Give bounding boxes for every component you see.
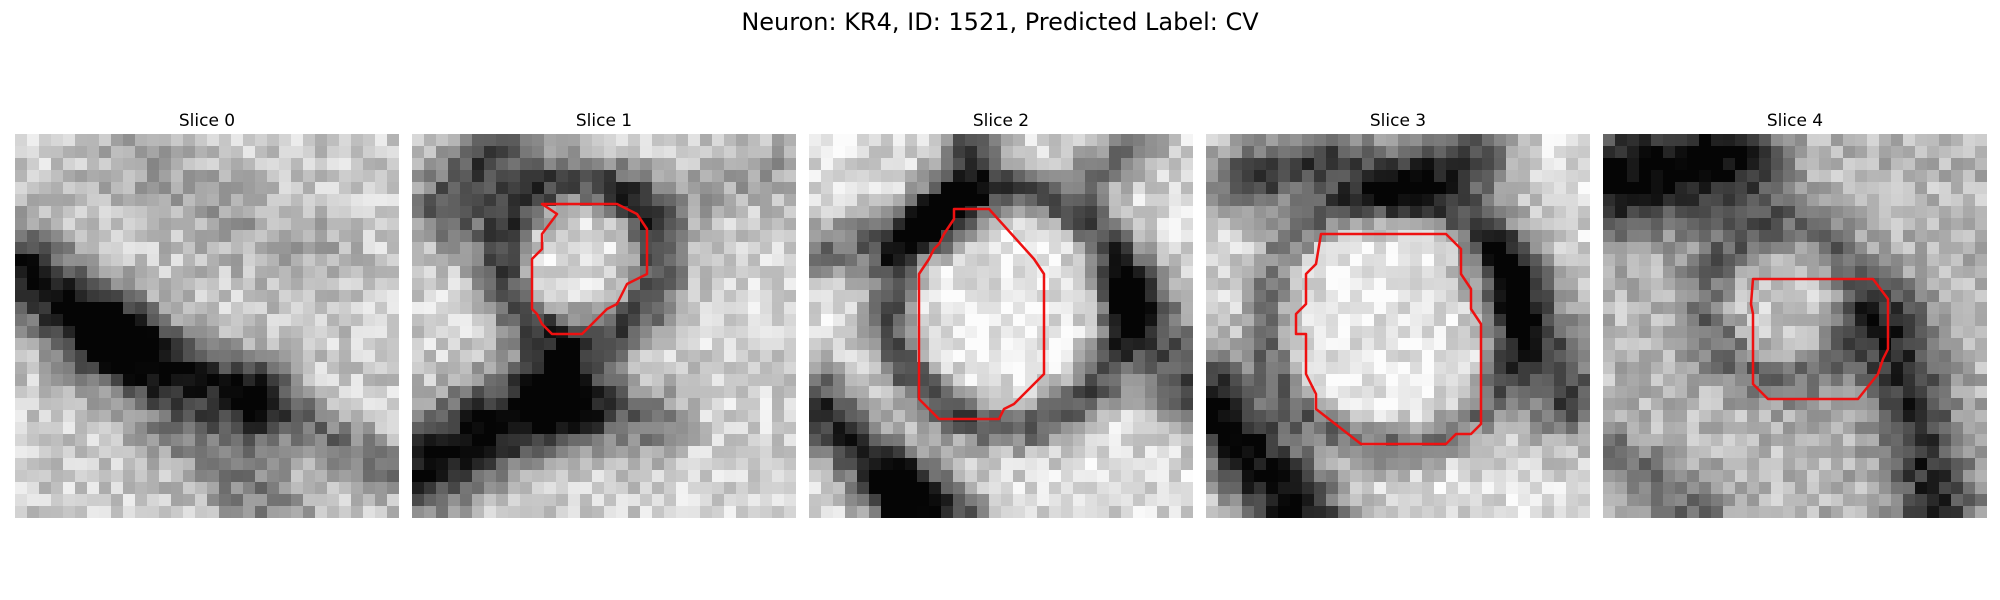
pixel-grid bbox=[1603, 134, 1987, 518]
slice-image bbox=[412, 134, 796, 518]
slice-title: Slice 0 bbox=[178, 111, 236, 131]
slice-title: Slice 1 bbox=[575, 111, 633, 131]
segmentation-contour bbox=[1749, 277, 1890, 401]
pixel-grid bbox=[1206, 134, 1590, 518]
em-image-slice-0 bbox=[15, 134, 399, 518]
figure-title: Neuron: KR4, ID: 1521, Predicted Label: … bbox=[741, 8, 1259, 36]
slice-panel-3: Slice 3 bbox=[1206, 108, 1590, 518]
slice-panel-2: Slice 2 bbox=[809, 108, 1193, 518]
pixel-grid bbox=[412, 134, 796, 518]
slice-image bbox=[15, 134, 399, 518]
slice-image bbox=[1603, 134, 1987, 518]
em-image-slice-2 bbox=[809, 134, 1193, 518]
slice-panel-1: Slice 1 bbox=[412, 108, 796, 518]
em-image-slice-1 bbox=[412, 134, 796, 518]
segmentation-contour bbox=[917, 207, 1046, 421]
segmentation-contour bbox=[1294, 232, 1483, 446]
slice-image bbox=[1206, 134, 1590, 518]
segmentation-contour bbox=[530, 202, 649, 336]
pixel-grid bbox=[15, 134, 399, 518]
slice-image bbox=[809, 134, 1193, 518]
slice-title: Slice 4 bbox=[1766, 111, 1824, 131]
slice-title: Slice 2 bbox=[972, 111, 1030, 131]
em-image-slice-3 bbox=[1206, 134, 1590, 518]
pixel-grid bbox=[809, 134, 1193, 518]
slice-title: Slice 3 bbox=[1369, 111, 1427, 131]
slice-panel-4: Slice 4 bbox=[1603, 108, 1987, 518]
slice-panel-0: Slice 0 bbox=[15, 108, 399, 518]
em-image-slice-4 bbox=[1603, 134, 1987, 518]
